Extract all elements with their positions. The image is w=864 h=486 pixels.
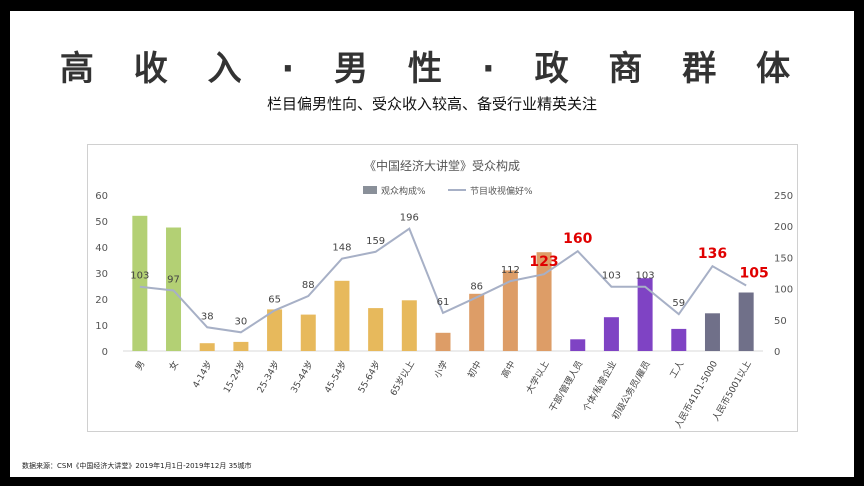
bar: [233, 341, 249, 351]
y-right-tick-label: 200: [774, 222, 793, 233]
y-left-tick-label: 40: [95, 243, 108, 254]
chart-title: 《中国经济大讲堂》受众构成: [364, 158, 520, 173]
x-tick-label: 个体/私营企业: [580, 359, 619, 414]
line-data-label: 103: [130, 271, 149, 282]
line-data-label: 112: [501, 265, 520, 276]
page-subtitle: 栏目偏男性向、受众收入较高、备受行业精英关注: [266, 95, 597, 113]
y-right-tick-label: 100: [774, 285, 793, 296]
line-data-label: 38: [201, 311, 214, 322]
x-tick-label: 初中: [465, 359, 484, 381]
bar: [637, 278, 653, 351]
bar: [368, 308, 384, 351]
slide: 高 收 入 · 男 性 · 政 商 群 体 栏目偏男性向、受众收入较高、备受行业…: [10, 11, 854, 477]
y-left-tick-label: 10: [95, 321, 108, 332]
bar: [570, 339, 586, 351]
bar: [502, 270, 518, 351]
bar: [469, 293, 485, 351]
x-tick-label: 高中: [499, 359, 518, 381]
bar: [671, 328, 687, 351]
y-right-tick-label: 150: [774, 253, 793, 264]
source-note: 数据来源：CSM《中国经济大讲堂》2019年1月1日-2019年12月 35城市: [22, 462, 252, 470]
legend-bar-label: 观众构成%: [381, 185, 426, 197]
x-tick-label: 15-24岁: [221, 359, 249, 395]
x-tick-label: 小学: [431, 359, 450, 381]
line-data-label: 103: [636, 271, 655, 282]
legend-bar-swatch: [363, 186, 377, 194]
highlight-data-label: 136: [698, 246, 727, 262]
x-tick-label: 45-54岁: [322, 359, 350, 395]
y-right-tick-label: 50: [774, 316, 787, 327]
line-data-label: 159: [366, 236, 385, 247]
bar: [132, 215, 148, 351]
page-title: 高 收 入 · 男 性 · 政 商 群 体: [59, 49, 805, 89]
legend-line-label: 节目收视偏好%: [470, 185, 533, 197]
line-data-label: 65: [268, 294, 281, 305]
bar: [704, 313, 720, 351]
x-tick-label: 65岁以上: [387, 359, 417, 398]
x-tick-label: 25-34岁: [254, 359, 282, 395]
y-right-tick-label: 250: [774, 191, 793, 202]
bar: [334, 280, 350, 351]
bar: [435, 332, 451, 351]
chart-container: 《中国经济大讲堂》受众构成观众构成% 节目收视偏好% 0 10 20 30 40 50 60 0 5…: [87, 144, 798, 432]
line-data-label: 103: [602, 271, 621, 282]
x-tick-label: 男: [133, 359, 147, 372]
bar: [267, 309, 283, 351]
y-left-tick-label: 20: [95, 295, 108, 306]
bar: [300, 314, 316, 351]
bar: [401, 300, 417, 351]
line-data-label: 59: [672, 298, 685, 309]
bar: [166, 227, 182, 351]
bar: [199, 343, 215, 351]
line-data-label: 30: [235, 316, 248, 327]
x-tick-label: 55-64岁: [355, 359, 383, 395]
y-left-tick-label: 30: [95, 269, 108, 280]
x-tick-label: 大学以上: [523, 359, 551, 396]
line-data-label: 97: [167, 274, 180, 285]
x-tick-label: 35-44岁: [288, 359, 316, 395]
x-tick-label: 4-14岁: [190, 359, 215, 390]
line-data-label: 88: [302, 280, 315, 291]
x-tick-label: 女: [166, 359, 181, 373]
x-tick-label: 工人: [668, 359, 687, 380]
bar: [536, 252, 552, 351]
line-data-label: 196: [400, 213, 419, 224]
line-data-label: 86: [470, 281, 483, 292]
y-right-tick-label: 0: [774, 347, 780, 358]
bar: [603, 317, 619, 351]
y-left-tick-label: 0: [102, 347, 108, 358]
highlight-data-label: 123: [529, 254, 558, 270]
highlight-data-label: 160: [563, 231, 592, 247]
x-tick-label: 干部/管理人员: [546, 358, 585, 413]
line-data-label: 61: [437, 297, 450, 308]
y-left-tick-label: 60: [95, 191, 108, 202]
bar: [738, 292, 754, 351]
line-data-label: 148: [332, 243, 351, 254]
highlight-data-label: 105: [740, 265, 769, 281]
y-left-tick-label: 50: [95, 217, 108, 228]
preference-line: [139, 227, 747, 334]
